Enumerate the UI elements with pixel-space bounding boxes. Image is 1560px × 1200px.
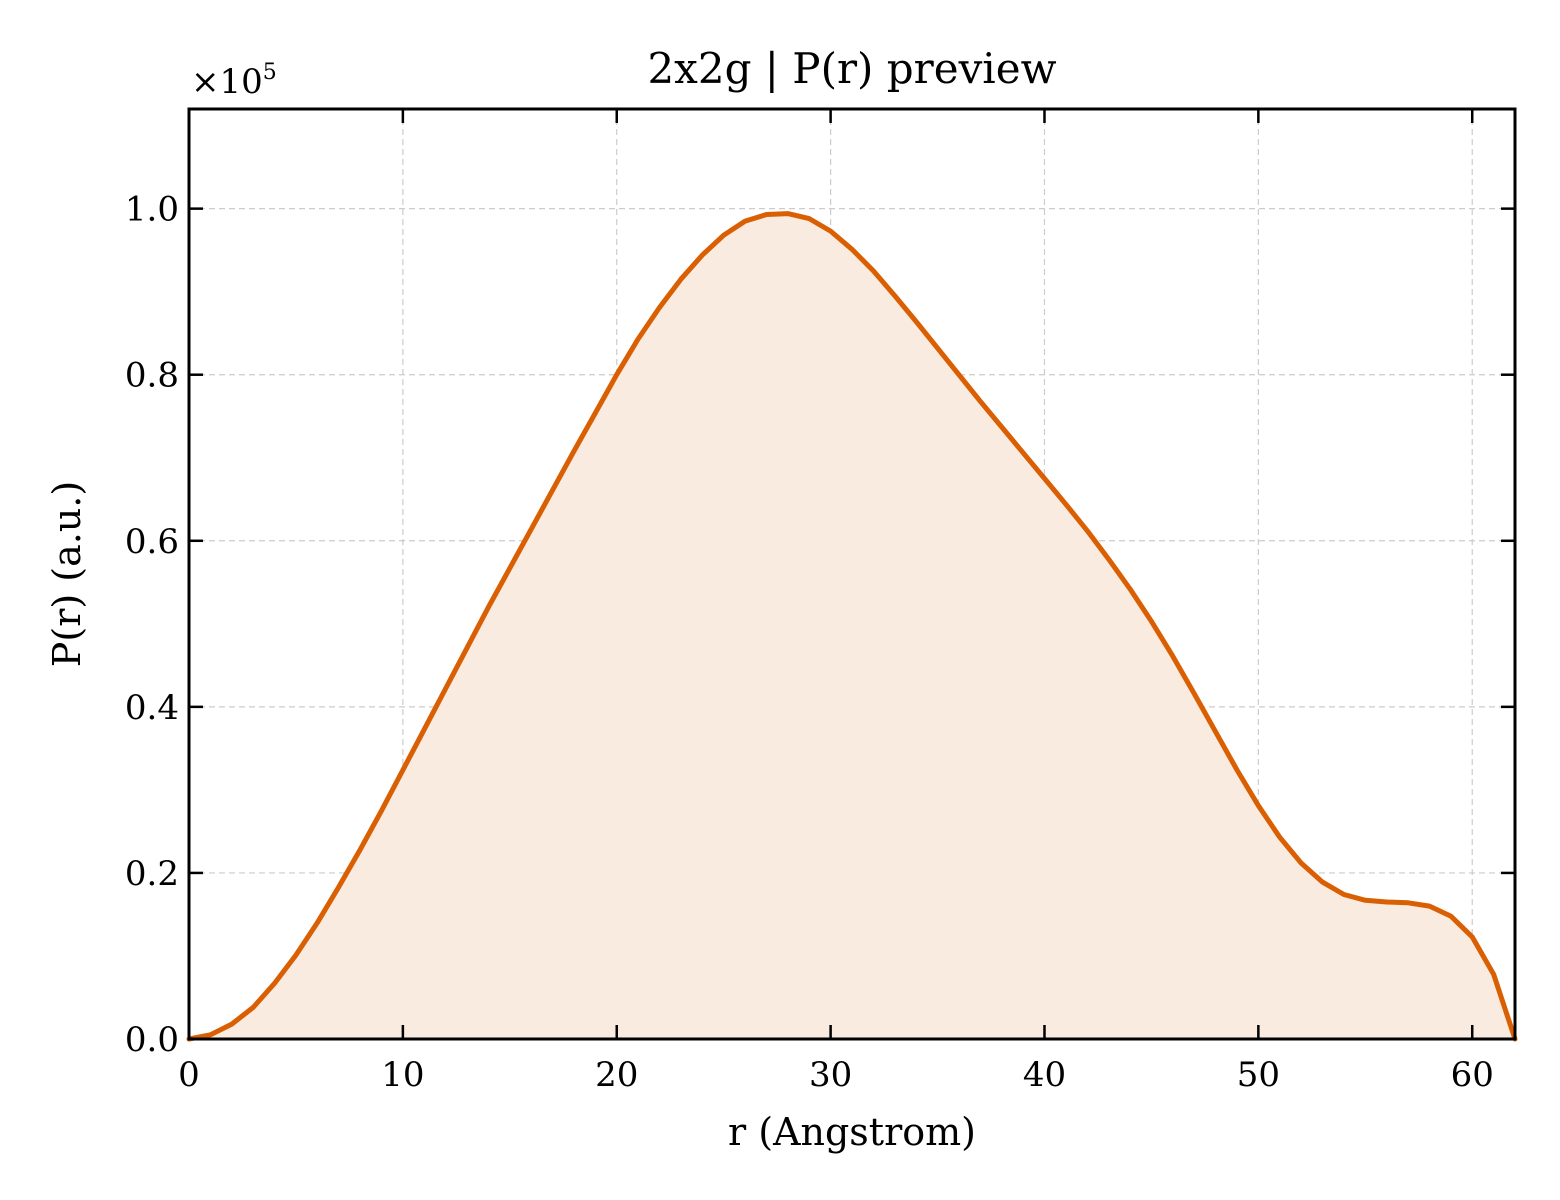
plot-frame [187,107,1517,1041]
y-scale-base: ×10 [191,62,263,102]
chart-title: 2x2g | P(r) preview [647,44,1056,93]
x-axis-label: r (Angstrom) [728,1110,976,1154]
y-tick-label: 0.0 [125,1020,179,1060]
y-scale-exponent: 5 [263,60,277,85]
axis-ticks [187,109,1515,1041]
x-tick-label: 20 [595,1055,638,1095]
y-axis-scale-factor: ×105 [191,60,277,102]
y-tick-label: 0.4 [125,688,179,728]
y-axis-label: P(r) (a.u.) [45,481,89,667]
x-tick-label: 60 [1451,1055,1494,1095]
x-tick-label: 0 [178,1055,200,1095]
x-tick-label: 50 [1237,1055,1280,1095]
y-tick-label: 0.8 [125,356,179,396]
y-tick-label: 0.6 [125,522,179,562]
pr-series-line [186,211,1518,1042]
x-tick-label: 40 [1023,1055,1066,1095]
y-tick-label: 1.0 [125,190,179,230]
x-tick-label: 30 [809,1055,852,1095]
x-tick-label: 10 [381,1055,424,1095]
tick-labels: 0 10 20 30 40 50 60 0.0 0.2 0.4 0.6 0.8 1.0 [125,190,1494,1095]
y-tick-label: 0.2 [125,854,179,894]
pr-area-fill [189,213,1515,1040]
